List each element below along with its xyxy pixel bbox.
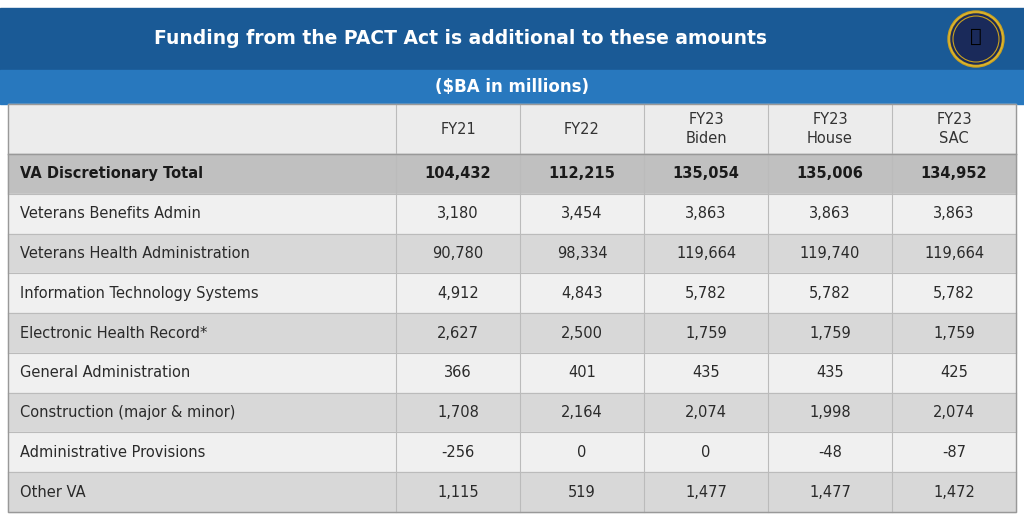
Text: 119,740: 119,740 <box>800 246 860 261</box>
Text: 2,074: 2,074 <box>933 405 975 420</box>
Text: 5,782: 5,782 <box>933 286 975 301</box>
Text: -256: -256 <box>441 445 475 460</box>
Text: ($BA in millions): ($BA in millions) <box>435 78 589 96</box>
Text: Other VA: Other VA <box>20 485 86 499</box>
Text: -48: -48 <box>818 445 842 460</box>
Text: FY23
Biden: FY23 Biden <box>685 111 727 147</box>
Text: 134,952: 134,952 <box>921 166 987 182</box>
Bar <box>8 104 1016 154</box>
Bar <box>8 432 1016 472</box>
Text: 3,863: 3,863 <box>933 206 975 221</box>
Text: 1,477: 1,477 <box>809 485 851 499</box>
Text: 5,782: 5,782 <box>809 286 851 301</box>
Text: 5,782: 5,782 <box>685 286 727 301</box>
Bar <box>8 194 1016 234</box>
Text: 435: 435 <box>692 365 720 380</box>
Text: 519: 519 <box>568 485 596 499</box>
Bar <box>8 313 1016 353</box>
Text: 98,334: 98,334 <box>557 246 607 261</box>
Text: 4,912: 4,912 <box>437 286 479 301</box>
Text: 1,477: 1,477 <box>685 485 727 499</box>
Text: 2,627: 2,627 <box>437 326 479 341</box>
Text: 401: 401 <box>568 365 596 380</box>
Text: Administrative Provisions: Administrative Provisions <box>20 445 206 460</box>
Text: 2,164: 2,164 <box>561 405 603 420</box>
Text: Veterans Health Administration: Veterans Health Administration <box>20 246 250 261</box>
Bar <box>0 70 1024 104</box>
Text: 3,180: 3,180 <box>437 206 479 221</box>
Text: 1,759: 1,759 <box>933 326 975 341</box>
Text: 2,500: 2,500 <box>561 326 603 341</box>
Text: Veterans Benefits Admin: Veterans Benefits Admin <box>20 206 201 221</box>
Bar <box>8 393 1016 432</box>
Text: 2,074: 2,074 <box>685 405 727 420</box>
Text: 1,759: 1,759 <box>685 326 727 341</box>
Bar <box>0 0 1024 8</box>
Text: 0: 0 <box>578 445 587 460</box>
Text: Construction (major & minor): Construction (major & minor) <box>20 405 236 420</box>
Text: 3,863: 3,863 <box>809 206 851 221</box>
Text: 1,115: 1,115 <box>437 485 479 499</box>
Text: 🦅: 🦅 <box>970 26 982 45</box>
Bar <box>8 472 1016 512</box>
Text: 1,472: 1,472 <box>933 485 975 499</box>
Text: 104,432: 104,432 <box>425 166 492 182</box>
Circle shape <box>948 11 1004 67</box>
Bar <box>8 154 1016 194</box>
Text: Information Technology Systems: Information Technology Systems <box>20 286 259 301</box>
Text: FY21: FY21 <box>440 121 476 137</box>
Bar <box>8 273 1016 313</box>
Bar <box>8 353 1016 393</box>
Text: -87: -87 <box>942 445 966 460</box>
Text: 0: 0 <box>701 445 711 460</box>
Text: 425: 425 <box>940 365 968 380</box>
Text: 1,759: 1,759 <box>809 326 851 341</box>
Text: FY23
House: FY23 House <box>807 111 853 147</box>
Text: Electronic Health Record*: Electronic Health Record* <box>20 326 208 341</box>
Text: 135,006: 135,006 <box>797 166 863 182</box>
Text: 3,454: 3,454 <box>561 206 603 221</box>
Text: 4,843: 4,843 <box>561 286 603 301</box>
Text: VA Discretionary Total: VA Discretionary Total <box>20 166 203 182</box>
Text: 3,863: 3,863 <box>685 206 727 221</box>
Text: 112,215: 112,215 <box>549 166 615 182</box>
Text: 366: 366 <box>444 365 472 380</box>
Bar <box>8 104 1016 512</box>
Text: FY22: FY22 <box>564 121 600 137</box>
Text: 119,664: 119,664 <box>676 246 736 261</box>
Text: 119,664: 119,664 <box>924 246 984 261</box>
Bar <box>0 8 1024 70</box>
Text: 435: 435 <box>816 365 844 380</box>
Text: 1,998: 1,998 <box>809 405 851 420</box>
Text: 1,708: 1,708 <box>437 405 479 420</box>
Text: 135,054: 135,054 <box>673 166 739 182</box>
Text: FY23
SAC: FY23 SAC <box>936 111 972 147</box>
Circle shape <box>951 14 1001 64</box>
Bar <box>8 234 1016 273</box>
Text: General Administration: General Administration <box>20 365 190 380</box>
Text: Funding from the PACT Act is additional to these amounts: Funding from the PACT Act is additional … <box>154 29 767 49</box>
Text: 90,780: 90,780 <box>432 246 483 261</box>
